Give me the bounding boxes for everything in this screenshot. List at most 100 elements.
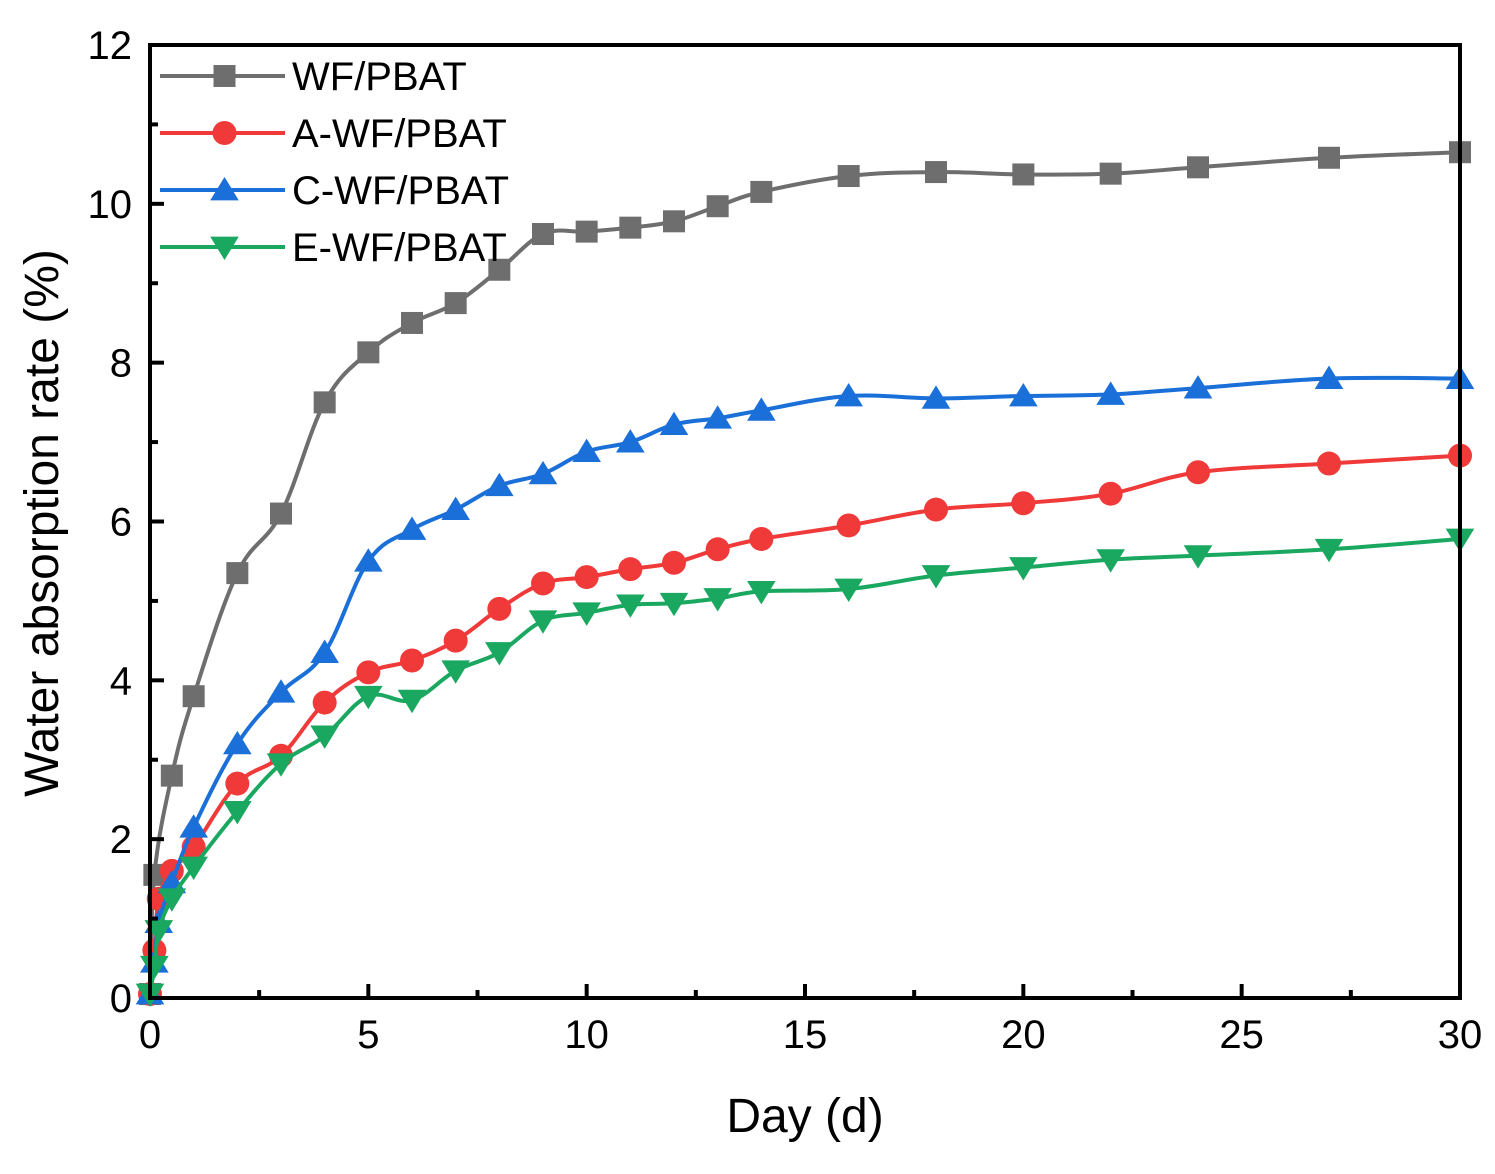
data-point <box>1009 557 1038 581</box>
y-tick-label: 10 <box>88 183 133 227</box>
legend-entry: WF/PBAT <box>160 55 467 99</box>
data-point <box>401 311 423 334</box>
data-point <box>1318 146 1340 169</box>
legend-entry: E-WF/PBAT <box>160 226 507 270</box>
data-point <box>834 383 863 407</box>
data-point <box>356 660 381 685</box>
data-point <box>313 391 336 414</box>
data-point <box>662 550 686 575</box>
axes: 0 5 10 15 20 25 30 0 2 4 6 8 10 12 <box>88 24 1483 1057</box>
y-tick-label: 8 <box>110 342 132 386</box>
legend-label: A-WF/PBAT <box>292 112 507 156</box>
legend-label: WF/PBAT <box>292 55 467 99</box>
x-tick-label: 30 <box>1438 1013 1483 1057</box>
legend-label: E-WF/PBAT <box>292 226 507 270</box>
data-point <box>1098 481 1123 506</box>
data-point <box>223 800 252 825</box>
y-tick-label: 4 <box>110 659 132 703</box>
y-tick-label: 0 <box>110 977 132 1021</box>
data-point <box>441 660 470 684</box>
data-point <box>1314 538 1344 563</box>
data-point <box>225 771 250 796</box>
data-point <box>1099 162 1122 185</box>
data-point <box>397 516 427 540</box>
data-point <box>354 685 383 710</box>
data-point <box>270 502 292 525</box>
series-e-wf-pbat <box>135 528 1475 1008</box>
data-point <box>616 594 645 618</box>
data-point <box>659 411 689 436</box>
data-point <box>1096 549 1125 573</box>
data-point <box>443 628 468 653</box>
x-tick-label: 0 <box>139 1013 161 1057</box>
data-point <box>357 341 380 364</box>
data-point <box>532 223 554 246</box>
data-point <box>837 165 860 188</box>
data-point <box>703 588 732 612</box>
series-line <box>148 453 1461 995</box>
data-point <box>1314 365 1344 389</box>
data-point <box>747 397 776 421</box>
data-point <box>531 571 555 596</box>
x-tick-label: 25 <box>1219 1013 1264 1057</box>
data-point <box>703 405 732 429</box>
y-axis-title: Water absorption rate (%) <box>16 249 69 797</box>
legend-marker <box>210 236 239 260</box>
plot-area <box>135 141 1475 1008</box>
series-line <box>148 375 1461 995</box>
data-point <box>616 429 645 453</box>
x-tick-label: 5 <box>357 1013 379 1057</box>
data-point <box>834 578 863 603</box>
data-point <box>749 526 774 551</box>
data-point <box>1096 381 1125 405</box>
data-point <box>179 856 208 880</box>
legend-label: C-WF/PBAT <box>292 169 509 213</box>
data-point <box>619 216 642 239</box>
data-point <box>157 888 187 912</box>
data-point <box>1012 163 1035 186</box>
series-c-wf-pbat <box>135 365 1475 1005</box>
data-point <box>528 460 558 485</box>
data-point <box>312 690 337 715</box>
data-point <box>488 258 511 281</box>
data-point <box>400 648 424 673</box>
data-point <box>1183 375 1213 399</box>
data-point <box>140 955 169 980</box>
data-point <box>226 562 249 585</box>
x-axis-title: Day (d) <box>726 1090 883 1143</box>
data-point <box>574 565 599 590</box>
data-point <box>485 642 514 666</box>
data-point <box>441 496 470 520</box>
legend-marker <box>212 121 237 145</box>
legend-entry: C-WF/PBAT <box>160 169 509 213</box>
data-point <box>444 292 467 315</box>
data-point <box>354 548 383 572</box>
data-point <box>223 730 252 755</box>
data-point <box>618 557 643 582</box>
data-point <box>659 592 689 617</box>
data-point <box>1187 156 1209 179</box>
data-point <box>266 753 296 777</box>
data-point <box>310 639 339 663</box>
legend-entry: A-WF/PBAT <box>160 112 507 156</box>
data-point <box>310 725 339 749</box>
legend-marker <box>213 65 236 87</box>
data-point <box>747 580 776 605</box>
data-point <box>182 685 205 708</box>
data-point <box>572 602 601 626</box>
data-point <box>705 537 730 562</box>
data-point <box>528 610 558 634</box>
data-point <box>572 438 601 463</box>
y-tick-label: 6 <box>110 501 132 545</box>
x-tick-label: 10 <box>564 1013 609 1057</box>
legend-marker <box>210 177 239 201</box>
data-point <box>1011 491 1036 516</box>
data-point <box>925 161 947 184</box>
y-tick-label: 12 <box>88 24 133 68</box>
data-point <box>487 596 512 621</box>
data-point <box>921 565 951 589</box>
data-point <box>1186 460 1210 485</box>
data-point <box>836 513 861 538</box>
data-point <box>397 689 427 714</box>
x-tick-label: 20 <box>1001 1013 1046 1057</box>
